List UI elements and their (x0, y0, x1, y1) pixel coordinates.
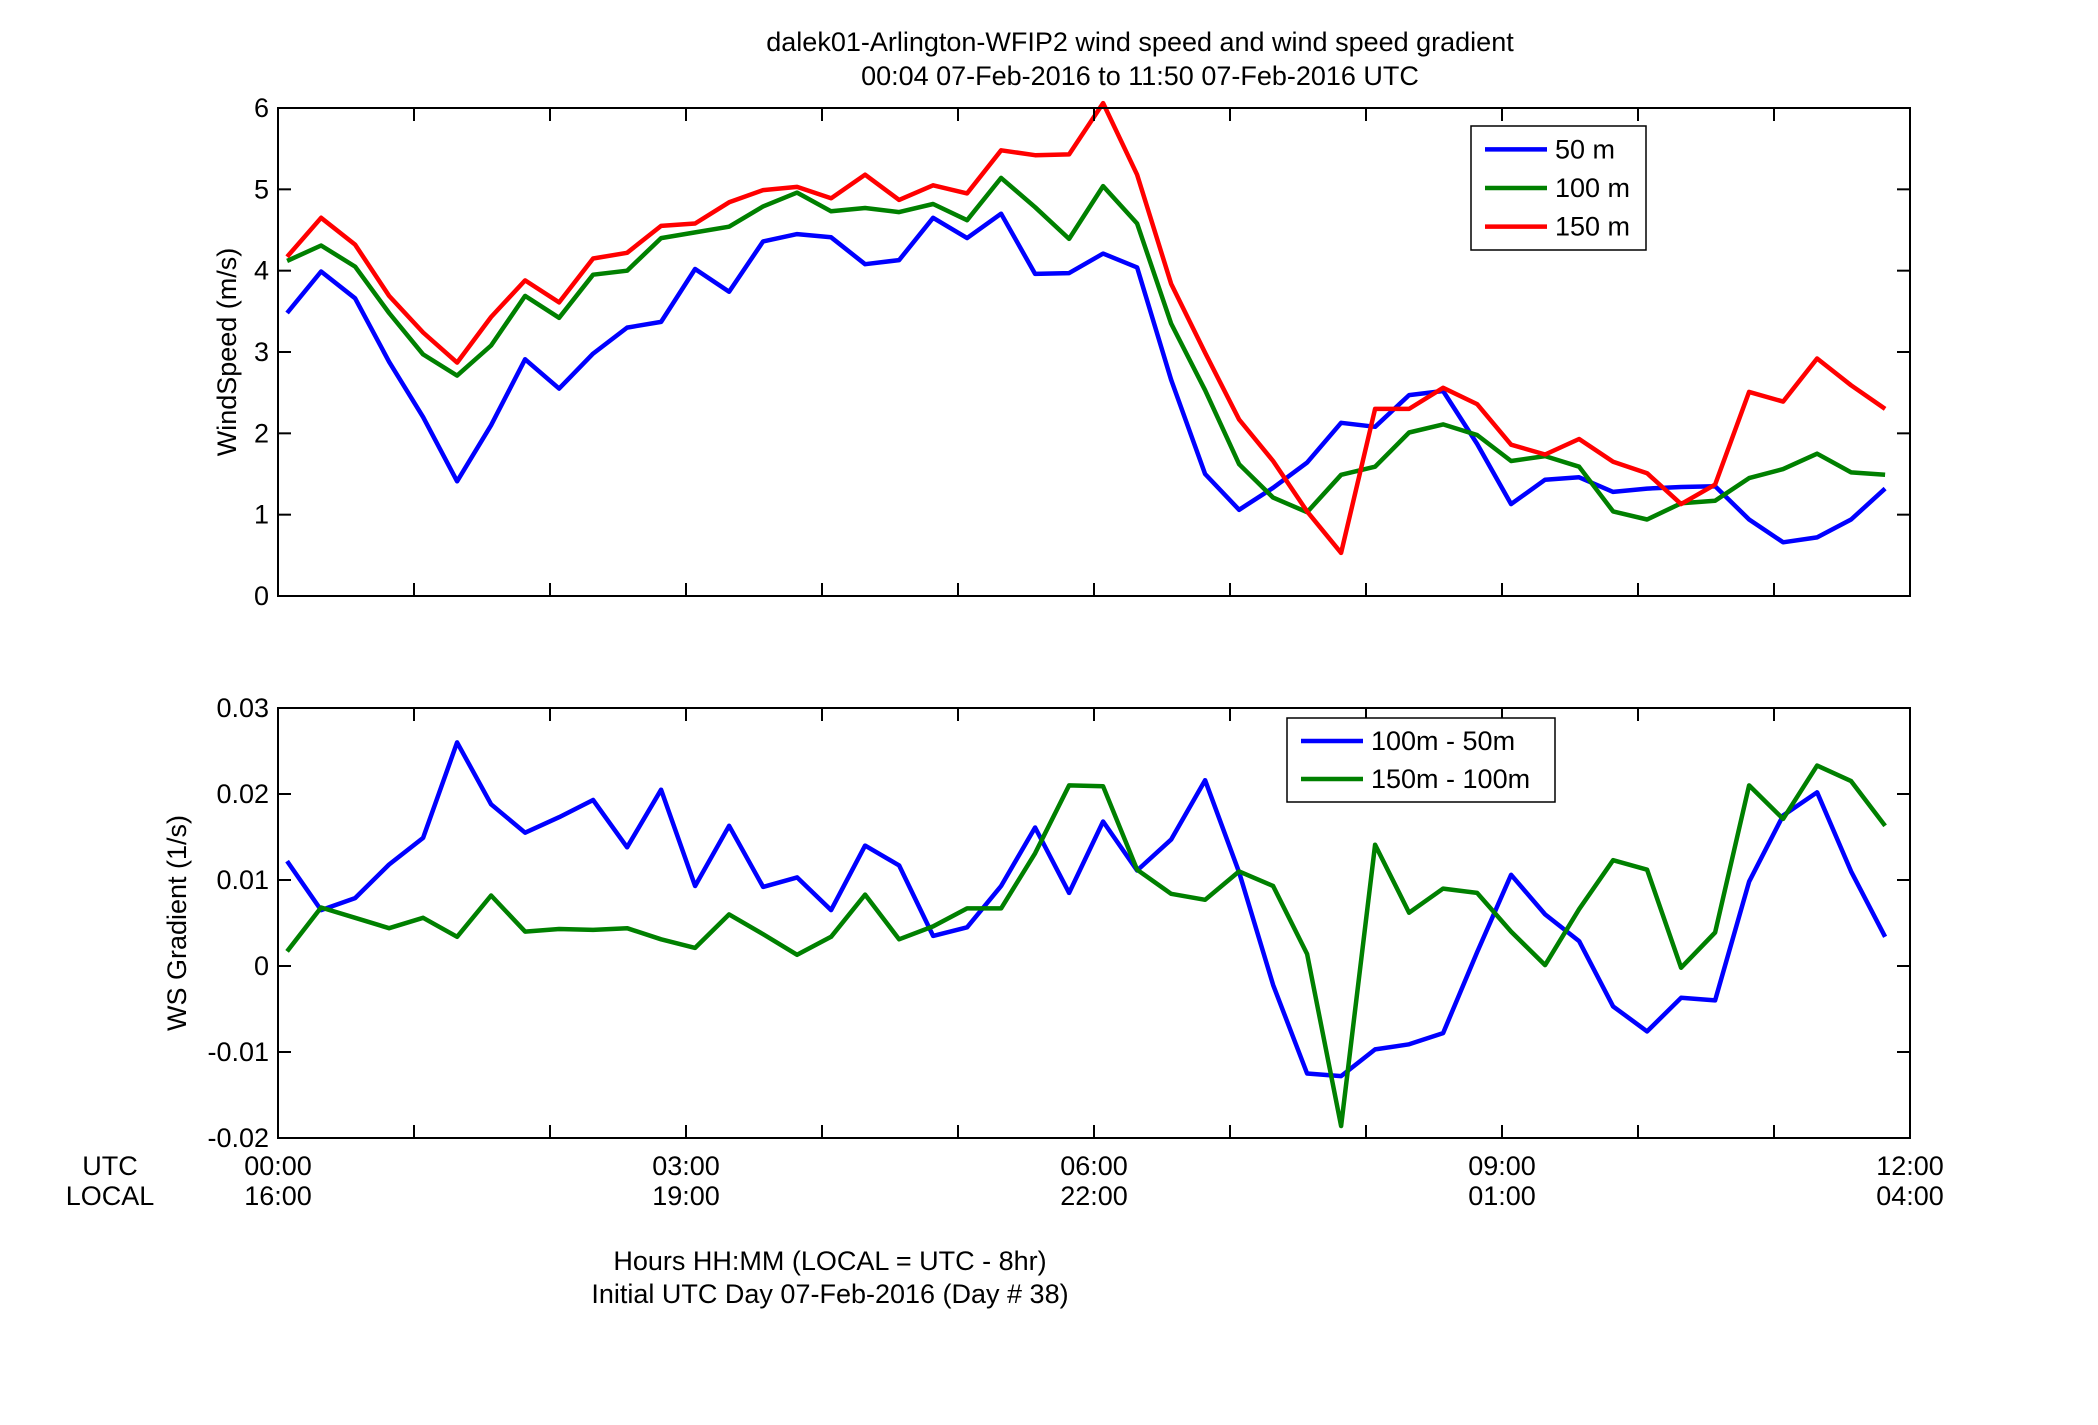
windspeed-ytick-label: 4 (254, 256, 269, 286)
chart-subtitle: 00:04 07-Feb-2016 to 11:50 07-Feb-2016 U… (861, 61, 1419, 91)
windspeed-ytick-label: 5 (254, 174, 269, 204)
windspeed-axes-frame (277, 107, 1911, 597)
gradient-legend: 100m - 50m 150m - 100m (1286, 717, 1556, 803)
windspeed-series-group (285, 100, 1887, 556)
x-tick-label-local: 04:00 (1876, 1181, 1944, 1211)
x-tick-label-local: 16:00 (244, 1181, 312, 1211)
windspeed-plot: 0 1 2 3 4 5 6 WindSpeed (m/s) 50 m 100 m 150 m (212, 93, 1911, 611)
windspeed-ytick-label: 6 (254, 93, 269, 123)
windspeed-legend-label-50-m: 50 m (1555, 134, 1615, 164)
windspeed-ytick-label: 1 (254, 500, 269, 530)
gradient-series-group (285, 740, 1888, 1129)
x-axis-label: Hours HH:MM (LOCAL = UTC - 8hr) (613, 1246, 1046, 1276)
gradient-ytick-label: 0.01 (216, 865, 269, 895)
gradient-series-100m-50m (285, 740, 1888, 1079)
windspeed-y-axis-label: WindSpeed (m/s) (212, 248, 242, 457)
gradient-legend-label-100m-50m: 100m - 50m (1371, 726, 1515, 756)
windspeed-legend-label-100-m: 100 m (1555, 173, 1630, 203)
gradient-plot: -0.02 -0.01 0 0.01 0.02 0.03 WS Gradient (1/s… (162, 693, 1911, 1153)
x-tick-label-local: 22:00 (1060, 1181, 1128, 1211)
gradient-series-150m-100m (285, 763, 1887, 1129)
x-tick-label-utc: 03:00 (652, 1151, 720, 1181)
windspeed-ytick-label: 2 (254, 418, 269, 448)
gradient-ytick-label: 0.03 (216, 693, 269, 723)
gradient-axis-ticks: -0.02 -0.01 0 0.01 0.02 0.03 (207, 693, 1911, 1153)
gradient-ytick-label: -0.02 (207, 1123, 269, 1153)
windspeed-ytick-label: 0 (254, 581, 269, 611)
local-row-label: LOCAL (66, 1181, 155, 1211)
windspeed-legend-label-150-m: 150 m (1555, 212, 1630, 242)
x-tick-label-local: 19:00 (652, 1181, 720, 1211)
gradient-ytick-label: 0 (254, 951, 269, 981)
gradient-legend-box (1286, 717, 1556, 803)
windspeed-series-50-m (285, 211, 1887, 545)
x-tick-label-utc: 09:00 (1468, 1151, 1536, 1181)
x-tick-label-local: 01:00 (1468, 1181, 1536, 1211)
gradient-legend-label-150m-100m: 150m - 100m (1371, 764, 1530, 794)
chart-title: dalek01-Arlington-WFIP2 wind speed and w… (766, 27, 1514, 57)
windspeed-legend: 50 m 100 m 150 m (1470, 125, 1647, 251)
x-tick-label-utc: 12:00 (1876, 1151, 1944, 1181)
x-axis-sublabel: Initial UTC Day 07-Feb-2016 (Day # 38) (591, 1279, 1068, 1309)
x-tick-label-utc: 06:00 (1060, 1151, 1128, 1181)
gradient-ytick-label: 0.02 (216, 779, 269, 809)
windspeed-ytick-label: 3 (254, 337, 269, 367)
gradient-ytick-label: -0.01 (207, 1037, 269, 1067)
windspeed-axis-ticks: 0 1 2 3 4 5 6 (254, 93, 1911, 611)
windspeed-series-150-m (285, 100, 1887, 556)
x-tick-label-utc: 00:00 (244, 1151, 312, 1181)
gradient-y-axis-label: WS Gradient (1/s) (162, 815, 192, 1031)
windspeed-series-100-m (286, 175, 1886, 522)
utc-row-label: UTC (82, 1151, 138, 1181)
